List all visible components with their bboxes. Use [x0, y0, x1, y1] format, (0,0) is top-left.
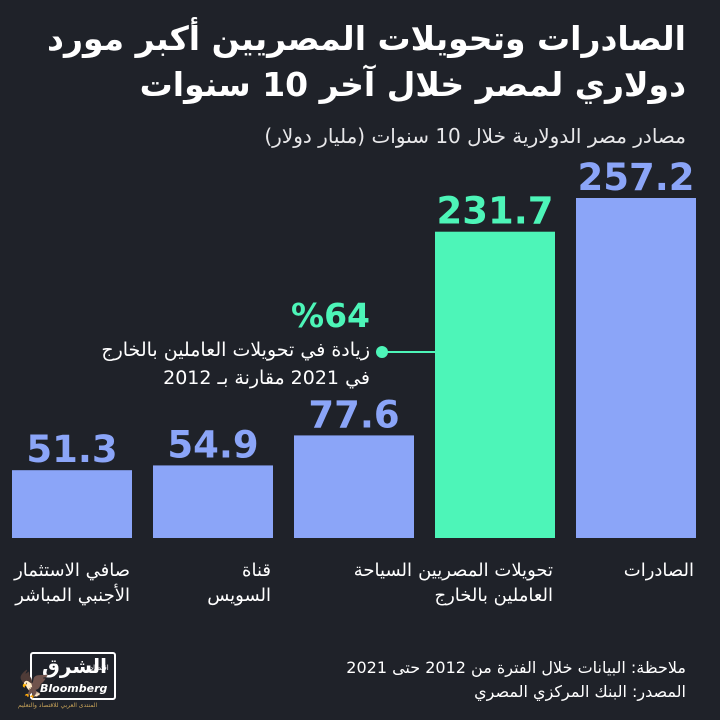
category-label: السياحة [354, 560, 412, 581]
bar-value-label: 54.9 [167, 423, 258, 466]
logo-english-text: Bloomberg [40, 682, 108, 695]
logo-tagline: المنتدى العربي للاقتصاد والتعليم [18, 702, 98, 709]
chart-subtitle: مصادر مصر الدولارية خلال 10 سنوات (مليار… [264, 124, 686, 148]
footer-source: المصدر: البنك المركزي المصري [474, 682, 686, 701]
bar-chart: 257.2 الصادرات 231.7 تحويلات المصريين العامل… [12, 156, 696, 606]
category-label: تحويلات المصريين [418, 560, 553, 581]
category-label: الأجنبي المباشر [14, 584, 130, 606]
category-label: السويس [207, 585, 271, 606]
callout-dot [376, 346, 388, 358]
category-label: الصادرات [624, 560, 694, 581]
bar-value-label: 257.2 [577, 156, 694, 199]
bar [435, 231, 555, 539]
bar-value-label: 231.7 [436, 190, 553, 233]
bar-value-label: 77.6 [308, 393, 399, 436]
logo-sub-text: اقتصاد [90, 664, 109, 672]
logo-arabic-text: الشرق [42, 654, 108, 678]
callout-percentage: %64 [291, 296, 370, 335]
callout-annotation: %64 زيادة في تحويلات العاملين بالخارج في… [30, 296, 370, 392]
bar [294, 435, 414, 538]
title-line-1: الصادرات وتحويلات المصريين أكبر مورد [47, 19, 686, 58]
bar-value-label: 51.3 [26, 428, 117, 471]
footer: ملاحظة: البيانات خلال الفترة من 2012 حتى… [166, 656, 686, 704]
asharq-bloomberg-logo: الشرق اقتصاد Bloomberg 🦅 المنتدى العربي … [18, 650, 128, 710]
chart-title: الصادرات وتحويلات المصريين أكبر مورد دول… [26, 16, 686, 108]
category-label: العاملين بالخارج [434, 585, 553, 606]
category-label: صافي الاستثمار [13, 560, 130, 581]
bar [576, 198, 696, 538]
footer-note: ملاحظة: البيانات خلال الفترة من 2012 حتى… [346, 658, 686, 677]
category-label: قناة [242, 560, 271, 581]
callout-line-2: في 2021 مقارنة بـ 2012 [163, 367, 370, 389]
callout-line-1: زيادة في تحويلات العاملين بالخارج [101, 339, 370, 361]
eagle-icon: 🦅 [18, 670, 51, 700]
title-line-2: دولاري لمصر خلال آخر 10 سنوات [139, 65, 686, 104]
bar [153, 465, 273, 538]
logo-frame [30, 652, 116, 700]
bar [12, 470, 132, 538]
